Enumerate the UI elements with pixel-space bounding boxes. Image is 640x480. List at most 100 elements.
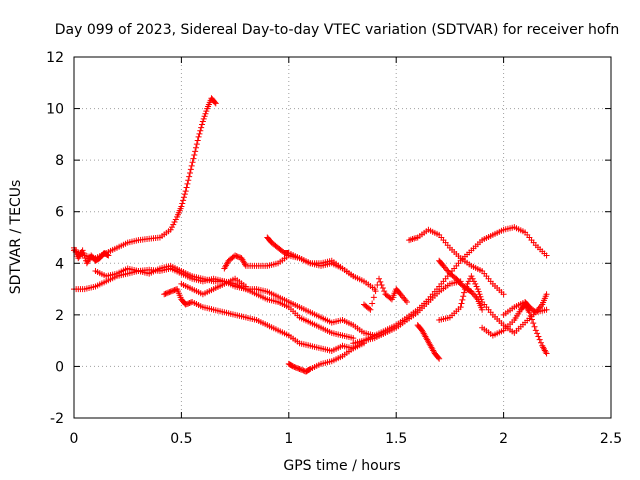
data-point	[543, 291, 550, 298]
data-point	[201, 113, 208, 120]
data-point	[191, 151, 198, 158]
data-point	[376, 275, 383, 282]
data-point	[178, 203, 185, 210]
data-point	[372, 288, 379, 295]
data-point	[436, 355, 443, 362]
data-point	[528, 316, 535, 323]
data-point	[536, 336, 543, 343]
data-point	[161, 291, 168, 298]
data-point	[190, 155, 197, 162]
data-point	[350, 335, 357, 342]
data-point	[435, 354, 442, 361]
data-point	[366, 305, 373, 312]
x-axis-label: GPS time / hours	[283, 458, 400, 474]
data-point	[457, 304, 464, 311]
y-tick-label: 4	[55, 256, 64, 272]
y-axis-label: SDTVAR / TECUs	[8, 180, 24, 295]
data-point	[459, 296, 466, 303]
data-point	[181, 191, 188, 198]
x-tick-labels: 0 0.5 1 1.5 2 2.5	[70, 431, 623, 447]
data-point	[211, 99, 218, 106]
data-point	[180, 197, 187, 204]
data-point	[468, 273, 475, 280]
y-tick-label: 12	[46, 50, 64, 66]
data-point	[183, 301, 190, 308]
data-point	[195, 133, 202, 140]
data-point	[167, 226, 174, 233]
data-point	[163, 290, 170, 297]
data-point	[291, 363, 298, 370]
data-point	[80, 249, 87, 256]
data-point	[186, 173, 193, 180]
data-point	[378, 281, 385, 288]
data-points	[71, 95, 550, 375]
data-point	[167, 288, 174, 295]
data-point	[472, 280, 479, 287]
data-point	[189, 159, 196, 166]
data-point	[461, 289, 468, 296]
data-point	[531, 323, 538, 330]
data-point	[461, 286, 468, 293]
plot-frame	[73, 56, 612, 419]
data-point	[470, 278, 477, 285]
data-point	[171, 219, 178, 226]
x-tick-label: 1.5	[385, 431, 407, 447]
data-point	[79, 247, 86, 254]
data-point	[296, 366, 303, 373]
data-point	[477, 293, 484, 300]
y-tick-labels: -2 0 2 4 6 8 10 12	[46, 50, 64, 427]
data-point	[473, 283, 480, 290]
x-tick-label: 1	[284, 431, 293, 447]
data-point	[297, 366, 304, 373]
data-point	[193, 144, 200, 151]
data-point	[475, 288, 482, 295]
data-point	[377, 278, 384, 285]
chart-title: Day 099 of 2023, Sidereal Day-to-day VTE…	[55, 22, 619, 38]
data-point	[192, 148, 199, 155]
data-point	[381, 288, 388, 295]
data-point	[367, 306, 374, 313]
data-point	[166, 289, 173, 296]
data-point	[464, 280, 471, 287]
data-point	[469, 275, 476, 282]
data-point	[184, 180, 191, 187]
data-point	[295, 365, 302, 372]
data-point	[168, 288, 175, 295]
data-point	[179, 200, 186, 207]
data-point	[198, 124, 205, 131]
data-point	[299, 367, 306, 374]
data-point	[463, 283, 470, 290]
data-point	[82, 255, 89, 262]
data-point	[530, 320, 537, 327]
data-point	[465, 278, 472, 285]
axis-ticks	[73, 56, 612, 419]
data-point	[234, 253, 241, 260]
data-point	[379, 285, 386, 292]
data-point	[460, 293, 467, 300]
x-tick-label: 0.5	[170, 431, 192, 447]
y-tick-label: 2	[55, 308, 64, 324]
data-point	[306, 366, 313, 373]
data-point	[403, 298, 410, 305]
data-point	[203, 108, 210, 115]
data-point	[370, 294, 377, 301]
data-point	[479, 306, 486, 313]
data-point	[535, 333, 542, 340]
data-point	[170, 221, 177, 228]
data-point	[168, 224, 175, 231]
data-point	[369, 300, 376, 307]
data-point	[182, 188, 189, 195]
data-point	[185, 177, 192, 184]
data-point	[543, 350, 550, 357]
data-point	[171, 287, 178, 294]
data-point	[194, 137, 201, 144]
data-point	[292, 364, 299, 371]
data-point	[534, 330, 541, 337]
x-tick-label: 0	[70, 431, 79, 447]
data-point	[290, 363, 297, 370]
data-point	[293, 364, 300, 371]
data-point	[527, 312, 534, 319]
data-point	[186, 170, 193, 177]
y-tick-label: -2	[50, 411, 64, 427]
